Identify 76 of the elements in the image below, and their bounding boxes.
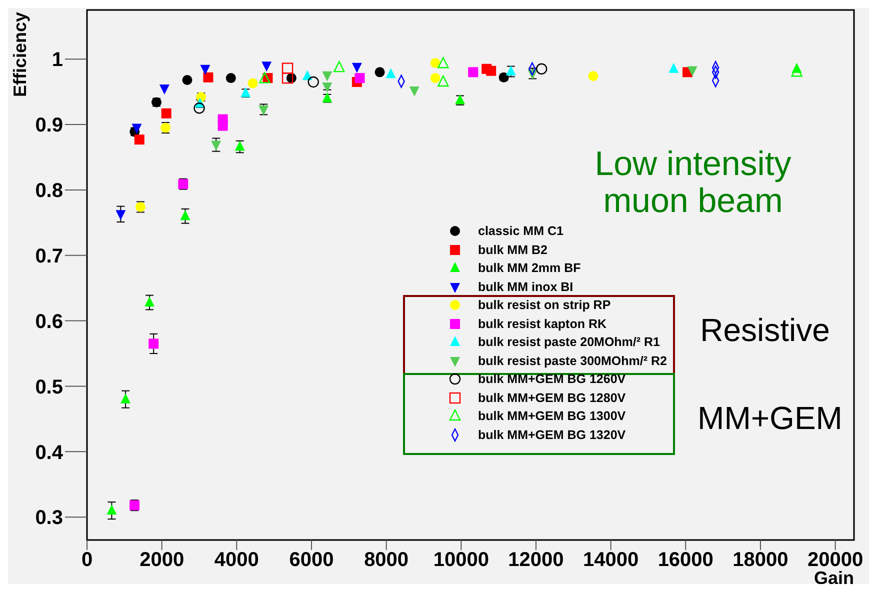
y-axis-title: Efficiency [10,12,30,98]
legend-label: bulk MM inox BI [478,280,574,294]
point [248,78,258,88]
point [259,72,270,84]
point [132,124,142,134]
x-tick-label: 8000 [364,549,409,572]
point [203,72,214,82]
x-tick-label: 2000 [140,549,184,572]
point [668,62,679,73]
point [262,62,272,72]
point [536,63,548,74]
point [116,210,126,220]
x-tick-label: 14000 [582,549,639,572]
y-tick-label: 0.3 [35,507,63,530]
x-tick-label: 6000 [289,549,334,572]
point [159,84,170,95]
point [282,62,294,74]
x-tick-label: 18000 [732,549,788,572]
x-tick-label: 0 [81,549,93,572]
point [161,108,172,118]
point [386,68,396,78]
legend-label: bulk MM+GEM BG 1320V [478,428,626,442]
point [322,71,332,82]
legend-label: bulk MM+GEM BG 1300V [478,409,626,424]
x-tick-label: 4000 [214,549,259,572]
point [438,75,449,87]
point [687,66,698,76]
annotation: Low intensity muon beam [594,145,792,221]
x-tick-label: 16000 [658,549,714,572]
point [148,338,159,349]
point [308,76,319,88]
point [134,134,144,145]
y-tick-label: 0.9 [35,114,63,137]
legend-label: bulk resist paste 20MOhm/² R1 [478,335,660,350]
point [334,60,345,72]
point [282,72,294,84]
y-tick-label: 1 [52,49,63,72]
legend-label: classic MM C1 [478,224,564,238]
point [226,73,236,84]
point [182,75,192,86]
legend-label: bulk resist paste 300MOhm/² R2 [478,354,667,368]
x-tick-label: 10000 [433,549,489,572]
point [234,140,245,151]
point [106,504,117,515]
annotation: MM+GEM [696,400,844,436]
legend-label: bulk MM 2mm BF [478,261,581,276]
x-tick-label: 12000 [508,549,564,572]
point [218,120,228,131]
point [144,296,154,306]
y-tick-label: 0.6 [35,310,63,333]
point [438,57,449,68]
point [354,73,365,84]
point [211,140,222,151]
point [468,67,478,78]
point [322,82,332,93]
y-tick-label: 0.4 [35,442,64,464]
point [430,58,440,68]
point [374,67,385,78]
point [194,102,205,114]
legend-label: bulk MM+GEM BG 1280V [478,390,626,405]
y-tick-label: 0.7 [35,245,63,268]
legend-label: bulk MM+GEM BG 1260V [478,372,626,386]
point [352,62,362,73]
legend-label: bulk MM B2 [478,242,548,257]
legend-label: bulk resist on strip RP [478,298,611,312]
legend-label: bulk resist kapton RK [478,316,606,331]
annotation: Resistive [699,312,831,348]
y-tick-label: 0.8 [35,180,63,202]
y-tick-label: 0.5 [35,376,63,398]
point [486,66,496,76]
point [430,73,440,84]
point [200,64,210,75]
point [120,393,131,404]
point [180,210,190,220]
point [409,86,420,96]
point [588,71,598,82]
